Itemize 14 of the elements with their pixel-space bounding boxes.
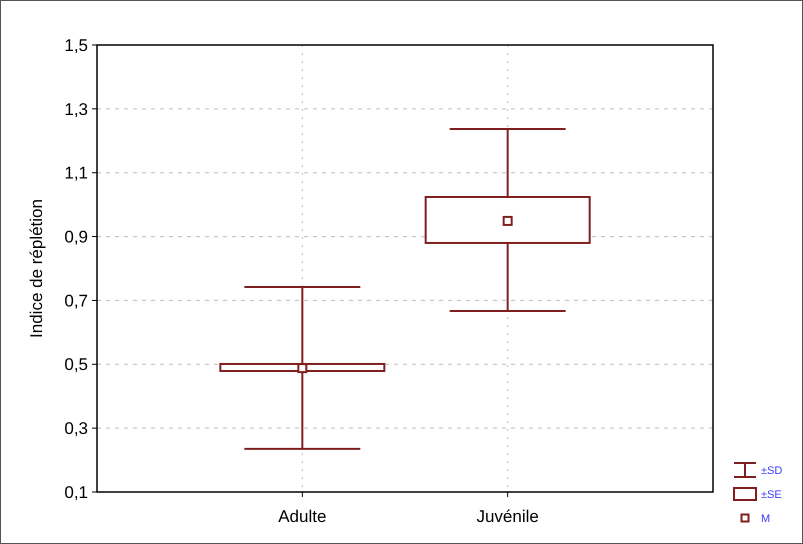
x-tick-label: Juvénile (476, 507, 539, 526)
y-tick-label: 0,1 (64, 482, 88, 502)
y-tick-label: 1,5 (64, 36, 88, 55)
y-tick-label: 0,3 (64, 419, 88, 438)
y-tick-label: 1,3 (64, 100, 88, 119)
text: M (761, 512, 770, 525)
text: ±SD (761, 464, 782, 477)
y-axis-title: Indice de réplétion (27, 199, 46, 338)
text: ±SE (761, 488, 782, 501)
y-tick-label: 0,5 (64, 355, 88, 374)
x-tick-label: Adulte (278, 507, 326, 526)
y-tick-label: 0,9 (64, 228, 88, 247)
y-tick-label: 1,1 (64, 164, 88, 183)
y-tick-label: 0,7 (64, 291, 88, 310)
